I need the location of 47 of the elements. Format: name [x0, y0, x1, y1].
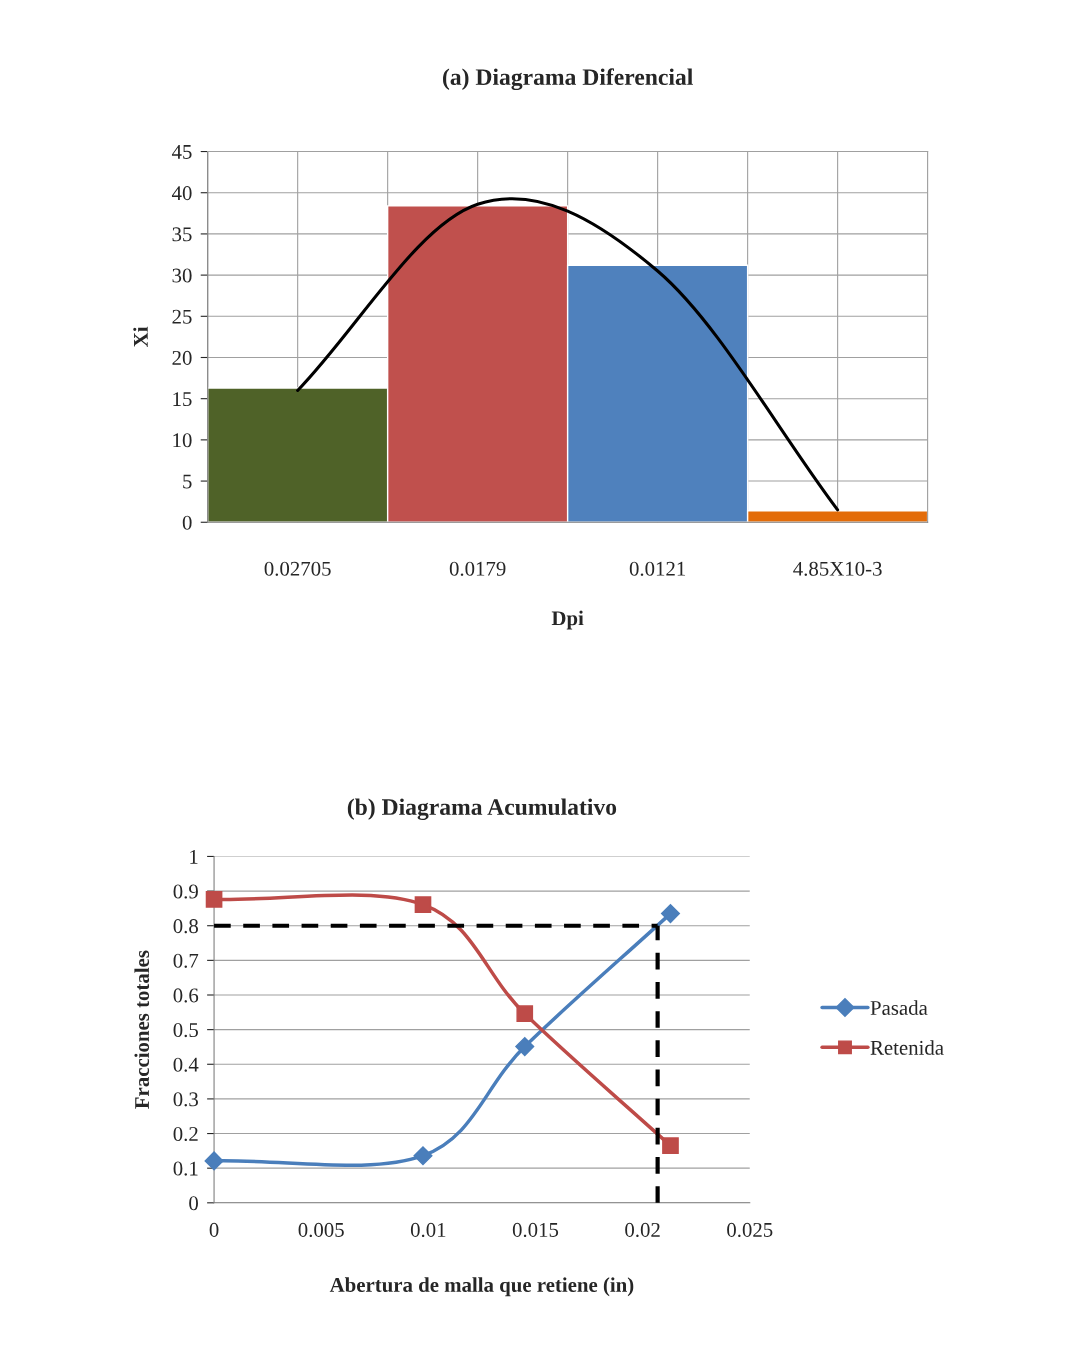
x-tick-label: 0.015	[512, 1222, 559, 1238]
x-tick-label: 0	[209, 1222, 219, 1237]
y-axis-title: Fracciones totales	[134, 950, 150, 1109]
y-tick-label: 0	[189, 1196, 198, 1211]
y-tick-label: 0.2	[173, 1126, 198, 1142]
point	[662, 1137, 679, 1155]
y-tick-label: 20	[172, 350, 192, 365]
x-axis-title: Dpi	[551, 610, 584, 630]
point	[413, 1146, 433, 1166]
x-tick-label: 0.0179	[449, 561, 506, 576]
y-tick-label: 15	[173, 392, 192, 407]
point	[660, 904, 681, 924]
y-tick-label: 0.1	[173, 1161, 198, 1176]
x-tick-label: 0.005	[298, 1222, 344, 1238]
chart-title: (b) Diagrama Acumulativo	[347, 798, 617, 820]
x-tick-label: 0.0121	[629, 561, 686, 576]
y-tick-label: 45	[171, 145, 192, 159]
x-tick-label: 0.02	[625, 1222, 660, 1238]
y-tick-label: 0.5	[173, 1023, 198, 1038]
point	[414, 896, 432, 913]
x-axis-title: Abertura de malla que retiene (in)	[329, 1277, 634, 1297]
y-tick-label: 40	[171, 186, 192, 201]
y-tick-label: 0.8	[173, 919, 198, 934]
y-tick-label: 0.4	[173, 1057, 199, 1072]
y-tick-label: 10	[173, 433, 192, 448]
y-tick-label: 0.6	[173, 988, 199, 1003]
x-tick-label: 4.85X10-3	[793, 561, 882, 576]
x-tick-label: 0.01	[410, 1222, 446, 1238]
point	[205, 891, 223, 908]
chart-title: (a) Diagrama Diferencial	[443, 68, 693, 91]
x-tick-label: 0.025	[727, 1222, 773, 1238]
y-tick-label: 25	[172, 309, 192, 324]
point	[515, 1037, 535, 1057]
y-tick-label: 30	[172, 268, 192, 283]
y-tick-label: 0.3	[173, 1092, 198, 1107]
y-axis-title: Xi	[133, 326, 148, 347]
y-tick-label: 1	[190, 849, 198, 864]
point	[204, 1151, 224, 1171]
y-tick-label: 5	[183, 474, 192, 489]
legend-label: Pasada	[870, 1000, 928, 1015]
y-tick-label: 0.9	[173, 884, 198, 899]
y-tick-label: 0.7	[173, 953, 199, 968]
y-tick-label: 35	[172, 227, 192, 242]
y-tick-label: 0	[182, 515, 192, 530]
point	[516, 1005, 534, 1023]
legend-label: Retenida	[870, 1040, 944, 1055]
x-tick-label: 0.02705	[264, 561, 331, 576]
